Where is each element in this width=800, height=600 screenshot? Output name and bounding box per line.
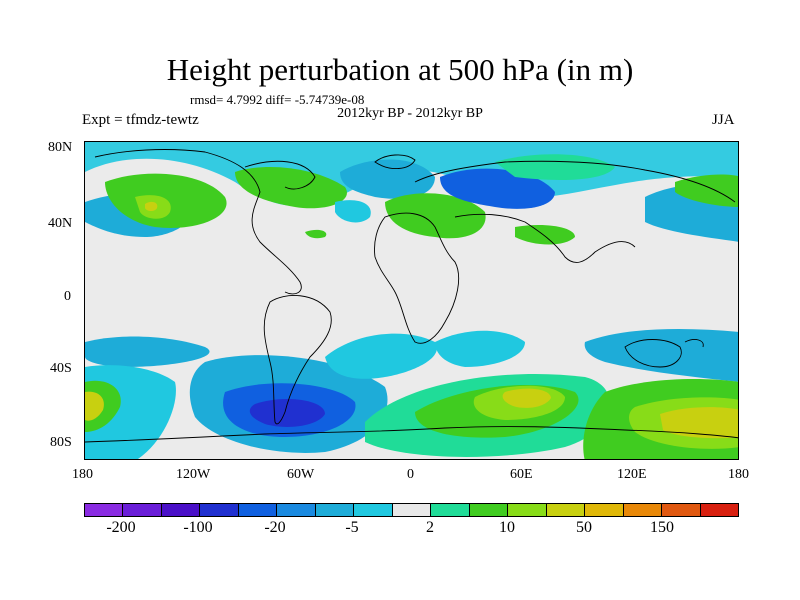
- colorbar-border: [84, 503, 739, 517]
- colorbar-swatch-6: [315, 503, 355, 517]
- colorbar-swatch-12: [546, 503, 586, 517]
- colorbar-label: -100: [183, 519, 213, 536]
- lon-label-60e: 60E: [510, 467, 533, 482]
- lon-label-60w: 60W: [287, 467, 315, 482]
- lon-label-120e: 120E: [617, 467, 647, 482]
- colorbar-label: -5: [345, 519, 359, 536]
- lat-label-40s: 40S: [50, 361, 72, 376]
- period-text: 2012kyr BP - 2012kyr BP: [337, 106, 483, 121]
- colorbar-swatch-4: [238, 503, 278, 517]
- season-label: JJA: [712, 112, 735, 128]
- colorbar-label: 50: [576, 519, 592, 536]
- map-panel: [84, 141, 739, 460]
- colorbar-swatch-13: [585, 503, 624, 517]
- colorbar-label: 150: [650, 519, 674, 536]
- colorbar-swatch-10: [469, 503, 509, 517]
- colorbar-swatch-8: [392, 503, 432, 517]
- colorbar-swatch-14: [623, 503, 663, 517]
- lat-label-80n: 80N: [48, 140, 73, 155]
- lon-label-180w: 180: [72, 467, 93, 482]
- colorbar-swatch-5: [277, 503, 316, 517]
- colorbar-swatch-1: [123, 503, 162, 517]
- colorbar-label: 2: [426, 519, 434, 536]
- field-map: [85, 142, 738, 459]
- lon-label-120w: 120W: [176, 467, 211, 482]
- colorbar-swatch-7: [354, 503, 393, 517]
- colorbar-label: -200: [106, 519, 136, 536]
- colorbar-swatch-3: [200, 503, 239, 517]
- plot-title: Height perturbation at 500 hPa (in m): [166, 52, 634, 87]
- lon-label-0: 0: [407, 467, 414, 482]
- colorbar-swatch-11: [508, 503, 547, 517]
- colorbar-swatch-2: [161, 503, 201, 517]
- colorbar-label: -20: [264, 519, 286, 536]
- colorbar-swatch-15: [662, 503, 701, 517]
- lat-label-80s: 80S: [50, 435, 72, 450]
- lon-label-180e: 180: [728, 467, 749, 482]
- stats-text: rmsd= 4.7992 diff= -5.74739e-08: [190, 92, 365, 107]
- colorbar: [84, 503, 739, 517]
- experiment-label: Expt = tfmdz-tewtz: [82, 112, 199, 128]
- lat-label-40n: 40N: [48, 216, 73, 231]
- lat-label-0: 0: [64, 289, 71, 304]
- colorbar-label: 10: [499, 519, 515, 536]
- colorbar-swatch-9: [431, 503, 470, 517]
